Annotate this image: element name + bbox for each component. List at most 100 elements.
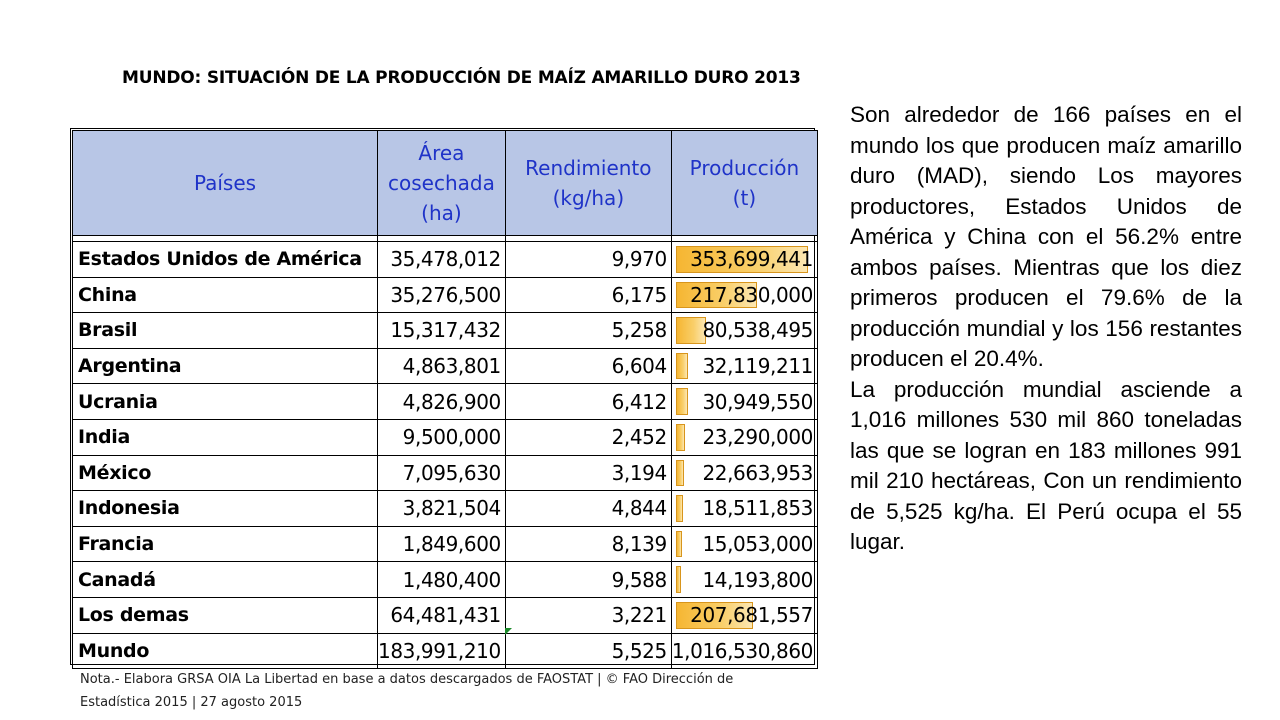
production-value: 30,949,550 (702, 389, 813, 414)
header-rendimiento-line-2: (kg/ha) (552, 186, 625, 210)
yield-cell: 6,604 (504, 347, 672, 385)
yield-cell: 2,452 (504, 418, 672, 456)
header-gap-row (72, 235, 818, 242)
production-value: 15,053,000 (702, 532, 813, 557)
production-value: 18,511,853 (702, 496, 813, 521)
production-data-bar (675, 601, 753, 629)
production-table: Países Área cosechada (ha) Rendimiento (… (72, 130, 818, 670)
header-paises-line: Países (193, 171, 257, 195)
area-cell: 35,276,500 (377, 276, 506, 314)
production-value: 22,663,953 (702, 460, 813, 485)
table-row: Brasil 15,317,432 5,258 80,538,495 (72, 312, 818, 349)
production-data-bar (675, 423, 685, 451)
production-value: 14,193,800 (702, 567, 813, 592)
area-cell: 4,826,900 (377, 383, 506, 420)
area-cell: 1,480,400 (377, 561, 506, 598)
table-row: China 35,276,500 6,175 217,830,000 (72, 276, 818, 314)
production-cell: 207,681,557 (670, 596, 818, 634)
production-cell: 15,053,000 (670, 525, 818, 563)
area-cell: 35,478,012 (377, 241, 506, 278)
production-cell: 1,016,530,860 (670, 632, 818, 670)
table-row: India 9,500,000 2,452 23,290,000 (72, 418, 818, 456)
production-cell: 23,290,000 (670, 418, 818, 456)
yield-cell: 9,588 (504, 561, 672, 598)
area-cell: 3,821,504 (377, 490, 506, 527)
country-cell: Ucrania (72, 383, 378, 420)
table-row: Argentina 4,863,801 6,604 32,119,211 (72, 347, 818, 385)
country-cell: Indonesia (72, 490, 378, 527)
country-cell: Francia (72, 525, 378, 563)
side-text: Son alrededor de 166 países en el mundo … (850, 100, 1242, 558)
table-row: Los demas 64,481,431 3,221 207,681,557 (72, 596, 818, 634)
header-rendimiento: Rendimiento (kg/ha) (504, 130, 672, 236)
yield-cell: 3,221 (504, 596, 672, 634)
production-cell: 353,699,441 (670, 241, 818, 278)
yield-cell: 8,139 (504, 525, 672, 563)
production-cell: 30,949,550 (670, 383, 818, 420)
area-cell: 7,095,630 (377, 454, 506, 492)
area-cell: 1,849,600 (377, 525, 506, 563)
production-data-bar (675, 317, 706, 344)
production-data-bar (675, 566, 681, 593)
production-data-bar (675, 388, 688, 415)
cell-error-indicator-icon (505, 628, 512, 635)
table-total-row: Mundo 183,991,210 5,525 1,016,530,860 (72, 632, 818, 670)
production-cell: 22,663,953 (670, 454, 818, 492)
production-value: 1,016,530,860 (671, 638, 813, 663)
yield-cell: 5,525 (504, 632, 672, 670)
header-area-line-2: cosechada (388, 171, 495, 195)
table-row: Francia 1,849,600 8,139 15,053,000 (72, 525, 818, 563)
source-note: Nota.- Elabora GRSA OIA La Libertad en b… (80, 672, 734, 710)
header-paises: Países (72, 130, 378, 236)
production-value: 217,830,000 (690, 282, 813, 307)
production-value: 353,699,441 (690, 247, 813, 272)
header-area: Área cosechada (ha) (377, 130, 506, 236)
table-row: Estados Unidos de América 35,478,012 9,970… (72, 241, 818, 278)
production-value: 80,538,495 (702, 318, 813, 343)
header-area-line-1: Área (418, 141, 465, 165)
header-produccion: Producción (t) (670, 130, 818, 236)
country-cell: Argentina (72, 347, 378, 385)
production-value: 207,681,557 (690, 603, 813, 628)
country-cell: India (72, 418, 378, 456)
production-data-bar (675, 495, 683, 522)
yield-cell: 6,175 (504, 276, 672, 314)
side-paragraph-2: La producción mundial asciende a 1,016 m… (850, 376, 1242, 555)
area-cell: 64,481,431 (377, 596, 506, 634)
gap-cell (72, 235, 378, 242)
table-row: Ucrania 4,826,900 6,412 30,949,550 (72, 383, 818, 420)
table-body: Estados Unidos de América 35,478,012 9,970… (72, 235, 818, 670)
production-data-bar (675, 246, 808, 273)
production-value: 32,119,211 (702, 354, 813, 379)
country-cell: Canadá (72, 561, 378, 598)
area-cell: 15,317,432 (377, 312, 506, 349)
yield-cell: 4,844 (504, 490, 672, 527)
side-paragraph-1: Son alrededor de 166 países en el mundo … (850, 102, 1242, 371)
yield-cell: 6,412 (504, 383, 672, 420)
country-cell: China (72, 276, 378, 314)
production-data-bar (675, 530, 682, 558)
country-cell: Mundo (72, 632, 378, 670)
production-cell: 14,193,800 (670, 561, 818, 598)
slide-title: MUNDO: SITUACIÓN DE LA PRODUCCIÓN DE MAÍ… (122, 68, 801, 88)
header-area-line-3: (ha) (421, 201, 462, 225)
header-produccion-line-2: (t) (732, 186, 757, 210)
area-cell: 183,991,210 (377, 632, 506, 670)
table-row: Indonesia 3,821,504 4,844 18,511,853 (72, 490, 818, 527)
production-data-bar (675, 352, 688, 380)
country-cell: México (72, 454, 378, 492)
country-cell: Brasil (72, 312, 378, 349)
production-cell: 18,511,853 (670, 490, 818, 527)
header-rendimiento-line-1: Rendimiento (525, 156, 652, 180)
gap-cell (670, 235, 818, 242)
yield-cell: 3,194 (504, 454, 672, 492)
area-cell: 4,863,801 (377, 347, 506, 385)
production-data-bar (675, 459, 684, 487)
country-cell: Los demas (72, 596, 378, 634)
production-cell: 32,119,211 (670, 347, 818, 385)
yield-cell: 9,970 (504, 241, 672, 278)
area-cell: 9,500,000 (377, 418, 506, 456)
production-value: 23,290,000 (702, 425, 813, 450)
country-cell: Estados Unidos de América (72, 241, 378, 278)
header-produccion-line-1: Producción (689, 156, 800, 180)
